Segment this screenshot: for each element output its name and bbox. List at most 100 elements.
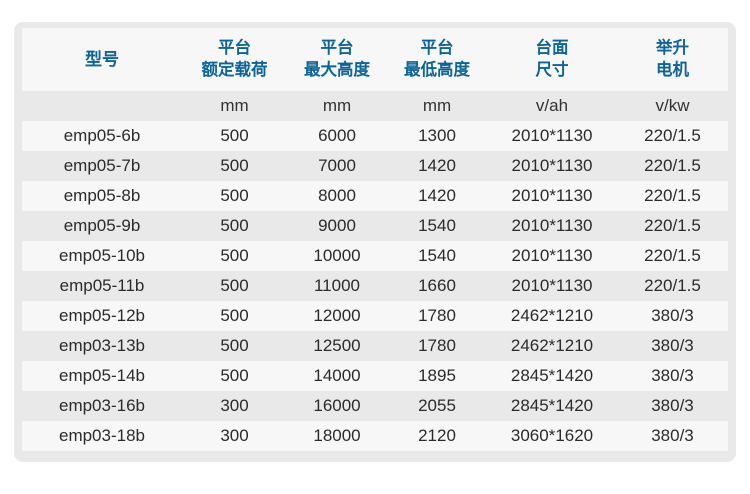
table-header-row: 型号 平台 额定载荷 平台 最大高度 平台 最低高度 台面 尺寸 举升 电机 [22,28,728,91]
cell-table_size: 2462*1210 [510,336,594,355]
cell-min_height: 2055 [418,396,456,415]
table-row: emp05-8b 500 8000 1420 2010*1130 220/1.5 [22,181,728,211]
cell-rated_load: 500 [220,156,249,175]
cell-max_height: 16000 [313,396,361,415]
cell-model: emp05-7b [63,156,141,175]
cell-rated_load: 500 [220,336,249,355]
cell-rated_load: 300 [220,426,249,445]
cell-max_height: 9000 [318,216,356,235]
specification-table: 型号 平台 额定载荷 平台 最大高度 平台 最低高度 台面 尺寸 举升 电机 mm mm mm v/ah v… [14,22,736,462]
cell-table_size: 3060*1620 [510,426,594,445]
cell-table_size: 2845*1420 [510,366,594,385]
table-row: emp05-9b 500 9000 1540 2010*1130 220/1.5 [22,211,728,241]
cell-model: emp03-18b [58,426,145,445]
cell-lift_motor: 220/1.5 [644,186,701,205]
cell-min_height: 1420 [418,156,456,175]
cell-model: emp05-12b [58,306,145,325]
cell-table_size: 2010*1130 [511,186,593,205]
cell-lift_motor: 220/1.5 [644,126,701,145]
table-units-row: mm mm mm v/ah v/kw [22,91,728,121]
cell-max_height: 10000 [313,246,361,265]
column-header-line1: 举升 [656,39,689,58]
column-unit-lift_motor: v/kw [655,96,690,115]
cell-lift_motor: 380/3 [651,426,694,445]
cell-min_height: 1300 [418,126,456,145]
column-header-line2: 最低高度 [404,60,470,79]
cell-lift_motor: 380/3 [651,336,694,355]
table-row: emp05-7b 500 7000 1420 2010*1130 220/1.5 [22,151,728,181]
cell-min_height: 1780 [418,306,456,325]
cell-model: emp05-14b [58,366,145,385]
column-unit-min_height: mm [422,96,452,115]
column-unit-max_height: mm [322,96,352,115]
cell-max_height: 12500 [313,336,361,355]
cell-rated_load: 500 [220,246,249,265]
cell-min_height: 1660 [418,276,456,295]
cell-model: emp05-10b [58,246,145,265]
cell-max_height: 11000 [313,276,360,295]
cell-model: emp05-11b [59,276,145,295]
cell-lift_motor: 220/1.5 [644,156,701,175]
column-unit-rated_load: mm [220,96,249,115]
cell-table_size: 2010*1130 [511,156,593,175]
table-row: emp05-6b 500 6000 1300 2010*1130 220/1.5 [22,121,728,151]
table-row: emp05-14b 500 14000 1895 2845*1420 380/3 [22,361,728,391]
cell-rated_load: 500 [220,216,249,235]
column-header-line2: 电机 [656,60,689,79]
cell-lift_motor: 380/3 [651,306,694,325]
cell-max_height: 18000 [313,426,361,445]
cell-table_size: 2845*1420 [510,396,594,415]
cell-min_height: 1540 [418,246,456,265]
cell-min_height: 1780 [418,336,456,355]
cell-lift_motor: 380/3 [651,396,694,415]
table-row: emp03-13b 500 12500 1780 2462*1210 380/3 [22,331,728,361]
cell-max_height: 6000 [318,126,356,145]
cell-model: emp05-6b [63,126,141,145]
cell-model: emp05-8b [63,186,141,205]
cell-min_height: 1540 [418,216,456,235]
cell-model: emp03-13b [58,336,145,355]
cell-lift_motor: 220/1.5 [644,276,701,295]
column-header-line2: 尺寸 [535,60,569,79]
column-header-line2: 最大高度 [304,60,370,79]
table-row: emp05-12b 500 12000 1780 2462*1210 380/3 [22,301,728,331]
column-header-line1: 平台 [320,39,354,58]
column-header-line1: 台面 [535,39,569,58]
cell-model: emp05-9b [63,216,141,235]
column-header-line2: 额定载荷 [201,60,268,79]
cell-min_height: 2120 [418,426,456,445]
cell-table_size: 2462*1210 [510,306,594,325]
cell-rated_load: 500 [220,126,249,145]
column-header-max_height: 平台 最大高度 [287,38,387,80]
cell-table_size: 2010*1130 [511,126,593,145]
cell-lift_motor: 380/3 [651,366,694,385]
table-row: emp03-16b 300 16000 2055 2845*1420 380/3 [22,391,728,421]
cell-max_height: 8000 [318,186,356,205]
cell-lift_motor: 220/1.5 [644,216,701,235]
cell-table_size: 2010*1130 [511,276,593,295]
cell-min_height: 1420 [418,186,456,205]
cell-min_height: 1895 [418,366,456,385]
column-header-lift_motor: 举升 电机 [617,38,728,80]
table-row: emp03-18b 300 18000 2120 3060*1620 380/3 [22,421,728,451]
column-header-line1: 平台 [218,39,251,58]
cell-max_height: 14000 [313,366,361,385]
table-row: emp05-11b 500 11000 1660 2010*1130 220/1.5 [22,271,728,301]
column-header-line1: 型号 [85,49,119,69]
cell-rated_load: 500 [220,276,249,295]
cell-max_height: 12000 [313,306,361,325]
column-header-table_size: 台面 尺寸 [487,38,617,80]
cell-rated_load: 500 [220,186,249,205]
cell-rated_load: 500 [220,306,249,325]
column-header-rated_load: 平台 额定载荷 [182,38,287,80]
cell-rated_load: 500 [220,366,249,385]
cell-table_size: 2010*1130 [511,216,593,235]
column-unit-table_size: v/ah [535,96,569,115]
cell-rated_load: 300 [220,396,249,415]
cell-model: emp03-16b [58,396,145,415]
column-header-line1: 平台 [420,39,454,58]
table-row: emp05-10b 500 10000 1540 2010*1130 220/1.5 [22,241,728,271]
cell-table_size: 2010*1130 [511,246,593,265]
cell-max_height: 7000 [318,156,356,175]
column-header-model: 型号 [22,49,182,71]
